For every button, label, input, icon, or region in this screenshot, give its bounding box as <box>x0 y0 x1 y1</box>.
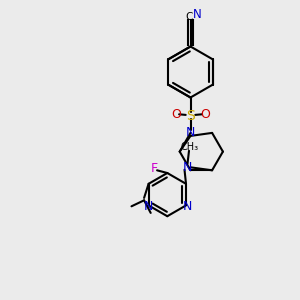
Text: C: C <box>185 12 193 22</box>
Text: O: O <box>200 108 210 121</box>
Text: N: N <box>183 200 192 212</box>
Text: N: N <box>143 200 153 213</box>
Text: N: N <box>186 126 195 140</box>
Text: S: S <box>186 109 195 122</box>
Text: O: O <box>171 108 181 121</box>
Text: N: N <box>183 161 192 174</box>
Text: CH₃: CH₃ <box>181 142 199 152</box>
Text: F: F <box>151 162 158 175</box>
Text: N: N <box>193 8 202 21</box>
